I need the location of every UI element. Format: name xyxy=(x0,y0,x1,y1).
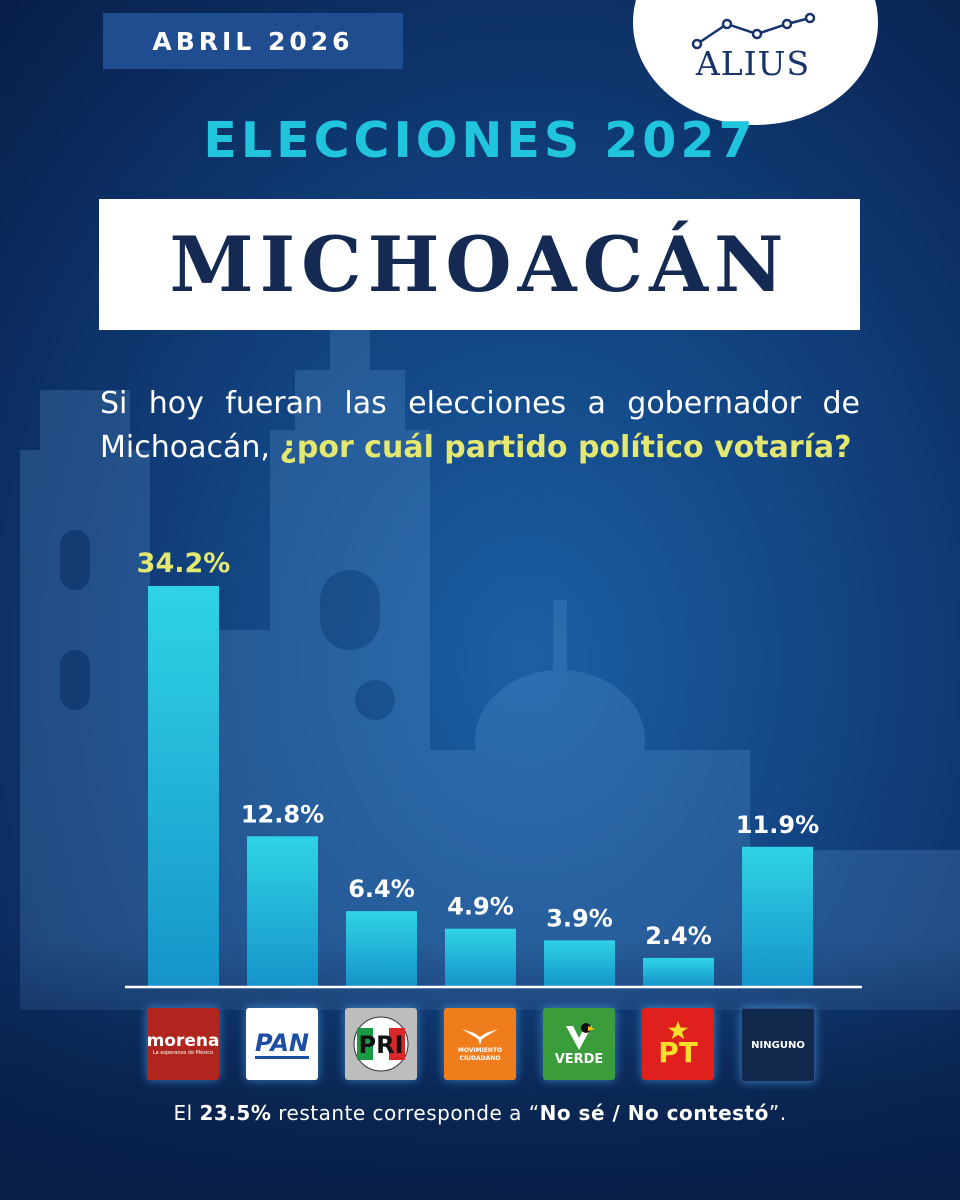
date-label: ABRIL 2026 xyxy=(152,26,354,56)
question-line-2-highlight: ¿por cuál partido político votaría? xyxy=(279,430,852,465)
bar-verde xyxy=(544,940,615,986)
ninguno-label: NINGUNO xyxy=(751,1039,805,1051)
bar-pt xyxy=(643,957,714,986)
bar-pan xyxy=(247,836,318,986)
pan-logo: PAN xyxy=(246,1008,318,1080)
page-title: MICHOACÁN xyxy=(169,220,790,309)
value-label-pan: 12.8% xyxy=(241,800,324,828)
mc-logo-text: MOVIMIENTO CIUDADANO xyxy=(457,1047,503,1062)
footnote: El 23.5% restante corresponde a “No sé /… xyxy=(0,1101,960,1125)
line-chart-logo-icon xyxy=(691,12,816,50)
footnote-middle: restante corresponde a “ xyxy=(271,1101,540,1125)
bar-ninguno xyxy=(742,846,813,986)
pri-emblem-icon: PRI xyxy=(353,1016,409,1072)
bar-pri xyxy=(346,911,417,986)
morena-logo-tagline: La esperanza de México xyxy=(152,1049,214,1056)
pri-logo-text: PRI xyxy=(359,1031,404,1059)
survey-question: Si hoy fueran las elecciones a gobernado… xyxy=(100,382,860,470)
bar-morena xyxy=(148,586,219,986)
value-label-morena: 34.2% xyxy=(137,548,231,579)
value-label-pri: 6.4% xyxy=(348,875,415,903)
toucan-icon xyxy=(566,1022,595,1050)
morena-logo-text: morena xyxy=(147,1030,219,1051)
question-line-1: Si hoy fueran las elecciones a gobernado… xyxy=(100,386,860,421)
ninguno-tile: NINGUNO xyxy=(741,1008,815,1082)
pt-logo: PT xyxy=(642,1008,714,1080)
footnote-pct: 23.5% xyxy=(199,1101,272,1125)
pri-logo: PRI xyxy=(345,1008,417,1080)
footnote-prefix: El xyxy=(173,1101,200,1125)
value-label-ninguno: 11.9% xyxy=(736,811,819,839)
bar-movimiento-ciudadano xyxy=(445,928,516,986)
verde-logo-text: VERDE xyxy=(554,1051,604,1067)
title-box: MICHOACÁN xyxy=(99,199,860,330)
footnote-suffix: ”. xyxy=(768,1101,787,1125)
pan-logo-text: PAN xyxy=(254,1028,310,1059)
verde-logo: VERDE xyxy=(543,1008,615,1080)
brand-name: ALIUS xyxy=(695,44,811,83)
kicker-heading: ELECCIONES 2027 xyxy=(203,112,757,169)
morena-logo: morena La esperanza de México xyxy=(147,1008,219,1080)
footnote-answer: No sé / No contestó xyxy=(539,1101,769,1125)
movimiento-ciudadano-logo: MOVIMIENTO CIUDADANO xyxy=(444,1008,516,1080)
date-tab: ABRIL 2026 xyxy=(103,13,403,69)
value-label-verde: 3.9% xyxy=(546,904,613,932)
value-label-pt: 2.4% xyxy=(645,922,712,950)
pt-logo-text: PT xyxy=(658,1036,698,1069)
star-icon xyxy=(668,1021,688,1039)
question-line-2-plain: Michoacán, xyxy=(100,430,270,465)
eagle-icon xyxy=(462,1029,498,1045)
value-label-movimiento-ciudadano: 4.9% xyxy=(447,893,514,921)
